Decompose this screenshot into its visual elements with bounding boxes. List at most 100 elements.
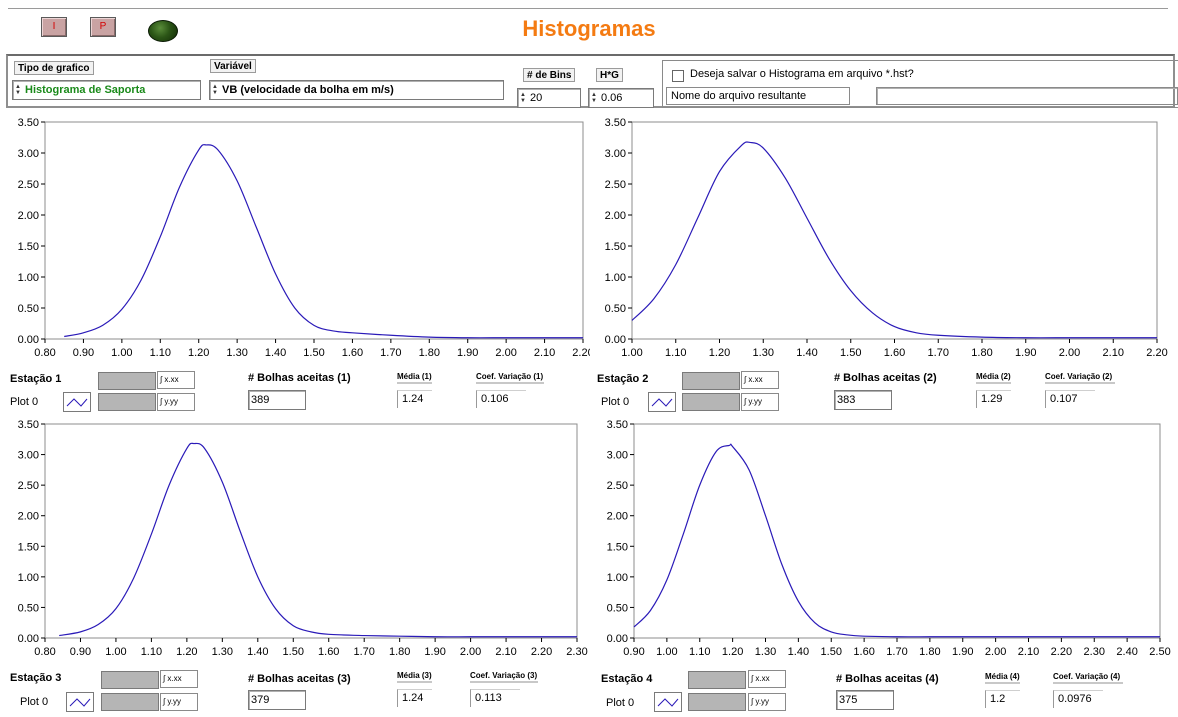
x-tick-label: 1.80 [919, 646, 940, 658]
coef-1-value: 0.106 [476, 390, 526, 408]
x-tick-label: 1.50 [840, 347, 861, 359]
x-tick-label: 0.80 [34, 646, 55, 658]
graph-2-x-scale-box[interactable] [682, 372, 740, 390]
media-1-label: Média (1) [397, 372, 432, 384]
x-tick-label: 1.90 [952, 646, 973, 658]
x-format-text: x.xx [164, 375, 179, 384]
bins-numeric[interactable]: ▲ ▼ 20 [517, 88, 581, 108]
save-histogram-label: Deseja salvar o Histograma em arquivo *.… [690, 68, 914, 80]
coef-3-value: 0.113 [470, 689, 520, 707]
x-tick-label: 1.50 [283, 646, 304, 658]
graph-1-y-scale-box[interactable] [98, 393, 156, 411]
x-tick-label: 1.70 [886, 646, 907, 658]
x-tick-label: 1.50 [821, 646, 842, 658]
graph-2-y-format-button[interactable]: ∫ y.yy [741, 393, 779, 411]
x-tick-label: 2.00 [1059, 347, 1080, 359]
x-tick-label: 1.70 [353, 646, 374, 658]
graph-4[interactable]: 0.00 0.50 1.00 1.50 2.00 2.50 3.00 3.50 0.90 1.00… [594, 412, 1176, 667]
bolhas-2-label: # Bolhas aceitas (2) [834, 372, 937, 384]
p-button[interactable]: P [90, 17, 116, 37]
save-histogram-checkbox[interactable] [672, 70, 684, 82]
bolhas-1-value[interactable]: 389 [248, 390, 306, 410]
x-tick-label: 0.90 [73, 347, 94, 359]
y-tick-label: 1.00 [18, 272, 39, 284]
variavel-ring[interactable]: ▲ ▼ VB (velocidade da bolha em m/s) [209, 80, 504, 100]
y-tick-label: 3.50 [18, 419, 39, 431]
x-tick-label: 2.30 [566, 646, 587, 658]
graph-3-x-format-button[interactable]: ∫ x.xx [160, 670, 198, 688]
graph-3-y-scale-box[interactable] [101, 693, 159, 711]
coef-1-label: Coef. Variação (1) [476, 372, 544, 384]
variavel-value: VB (velocidade da bolha em m/s) [222, 84, 394, 96]
plot-4-legend-swatch[interactable] [654, 692, 682, 712]
y-tick-label: 3.50 [605, 117, 626, 129]
x-tick-label: 1.90 [457, 347, 478, 359]
y-tick-label: 3.00 [607, 450, 628, 462]
x-tick-label: 1.50 [303, 347, 324, 359]
ring-arrows-icon: ▲ ▼ [212, 84, 218, 96]
x-tick-label: 1.20 [176, 646, 197, 658]
x-format-text: x.xx [755, 674, 770, 683]
graph-2[interactable]: 0.00 0.50 1.00 1.50 2.00 2.50 3.00 3.50 1.00 1.10… [590, 112, 1176, 367]
plot-2-legend-label: Plot 0 [601, 396, 630, 408]
tipo-grafico-label: Tipo de grafico [14, 61, 94, 75]
graph-3-x-scale-box[interactable] [101, 671, 159, 689]
tipo-grafico-value: Histograma de Saporta [25, 84, 146, 96]
station-3-label: Estação 3 [10, 672, 62, 684]
y-tick-label: 1.50 [18, 241, 39, 253]
x-tick-label: 2.00 [460, 646, 481, 658]
graph-4-y-format-button[interactable]: ∫ y.yy [748, 693, 786, 711]
x-tick-label: 0.90 [623, 646, 644, 658]
x-tick-label: 1.40 [796, 347, 817, 359]
graph-3[interactable]: 0.00 0.50 1.00 1.50 2.00 2.50 3.00 3.50 0.80 0.90… [0, 412, 594, 667]
y-tick-label: 3.50 [607, 419, 628, 431]
media-3-label: Média (3) [397, 671, 432, 683]
graph-1[interactable]: 0.00 0.50 1.00 1.50 2.00 2.50 3.00 3.50 0.80 0.90… [0, 112, 590, 367]
bolhas-2-value[interactable]: 383 [834, 390, 892, 410]
y-tick-label: 0.50 [607, 602, 628, 614]
media-1-value: 1.24 [397, 390, 432, 408]
x-tick-label: 2.20 [1146, 347, 1167, 359]
x-tick-label: 1.10 [141, 646, 162, 658]
bolhas-4-value[interactable]: 375 [836, 690, 894, 710]
hg-numeric[interactable]: ▲ ▼ 0.06 [588, 88, 654, 108]
graph-2-y-scale-box[interactable] [682, 393, 740, 411]
y-format-text: y.yy [748, 397, 763, 406]
x-tick-label: 2.10 [1103, 347, 1124, 359]
i-button[interactable]: I [41, 17, 67, 37]
x-tick-label: 1.80 [971, 347, 992, 359]
increment-arrows-icon: ▲ ▼ [591, 92, 597, 104]
graph-1-y-format-button[interactable]: ∫ y.yy [157, 393, 195, 411]
media-4-value: 1.2 [985, 690, 1020, 708]
x-tick-label: 1.00 [105, 646, 126, 658]
graph-1-x-scale-box[interactable] [98, 372, 156, 390]
graph-4-x-format-button[interactable]: ∫ x.xx [748, 670, 786, 688]
x-tick-label: 1.20 [709, 347, 730, 359]
y-tick-label: 0.00 [18, 334, 39, 346]
graph-1-x-format-button[interactable]: ∫ x.xx [157, 371, 195, 389]
graph-4-x-scale-box[interactable] [688, 671, 746, 689]
x-tick-label: 1.30 [755, 646, 776, 658]
line-style-icon [651, 398, 673, 407]
bolhas-3-value[interactable]: 379 [248, 690, 306, 710]
y-tick-label: 1.50 [607, 541, 628, 553]
x-tick-label: 2.50 [1149, 646, 1170, 658]
graph-2-x-format-button[interactable]: ∫ x.xx [741, 371, 779, 389]
x-tick-label: 2.10 [534, 347, 555, 359]
x-tick-label: 1.60 [318, 646, 339, 658]
plot-3-legend-swatch[interactable] [66, 692, 94, 712]
y-tick-label: 0.50 [18, 602, 39, 614]
filename-input[interactable] [876, 87, 1178, 105]
plot-1-legend-swatch[interactable] [63, 392, 91, 412]
y-tick-label: 1.00 [607, 572, 628, 584]
tipo-grafico-ring[interactable]: ▲ ▼ Histograma de Saporta [12, 80, 201, 100]
graph-3-y-format-button[interactable]: ∫ y.yy [160, 693, 198, 711]
top-separator [8, 8, 1168, 9]
y-tick-label: 0.50 [18, 303, 39, 315]
x-tick-label: 1.60 [884, 347, 905, 359]
graph-4-y-scale-box[interactable] [688, 693, 746, 711]
variavel-label: Variável [210, 59, 256, 73]
y-tick-label: 2.50 [607, 480, 628, 492]
plot-2-legend-swatch[interactable] [648, 392, 676, 412]
plot-area [44, 121, 584, 340]
